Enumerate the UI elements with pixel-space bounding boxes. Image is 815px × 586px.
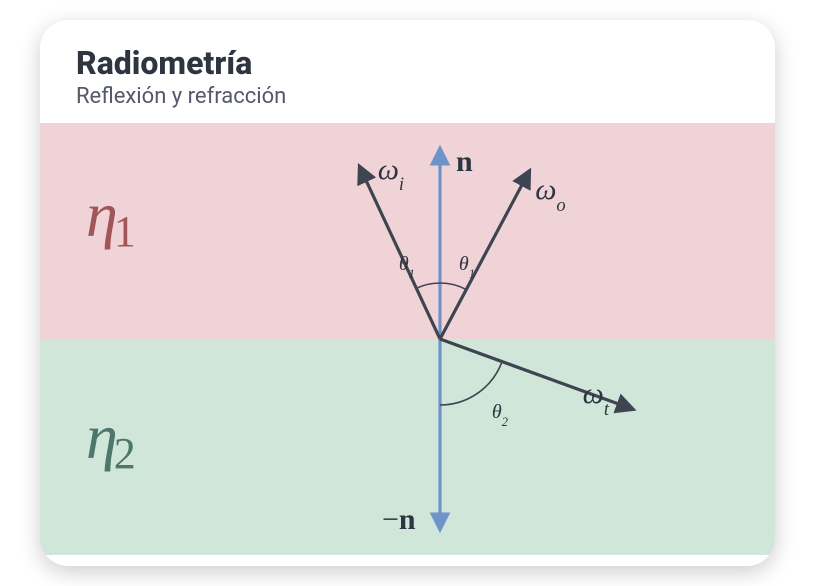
theta1-left-arc (416, 283, 440, 288)
diagram: η1 η2 ωi ωo (40, 123, 775, 555)
omega-t-label: ωt (583, 377, 609, 416)
theta1-right-arc (440, 283, 466, 290)
header: Radiometría Reflexión y refracción (40, 20, 775, 123)
omega-o-vector (440, 171, 529, 339)
theta2-arc (440, 362, 502, 405)
theta2-label: θ2 (492, 401, 508, 427)
vectors-svg (40, 123, 775, 555)
page-title: Radiometría (76, 44, 739, 82)
omega-o-label: ωo (535, 173, 565, 212)
page-subtitle: Reflexión y refracción (76, 84, 739, 109)
card: Radiometría Reflexión y refracción η1 η2 (40, 20, 775, 566)
n-neg-label: −n (382, 503, 416, 537)
n-pos-label: n (456, 145, 473, 179)
theta1-left-label: θ1 (399, 253, 415, 279)
omega-i-label: ωi (378, 153, 404, 192)
theta1-right-label: θ1 (459, 253, 475, 279)
